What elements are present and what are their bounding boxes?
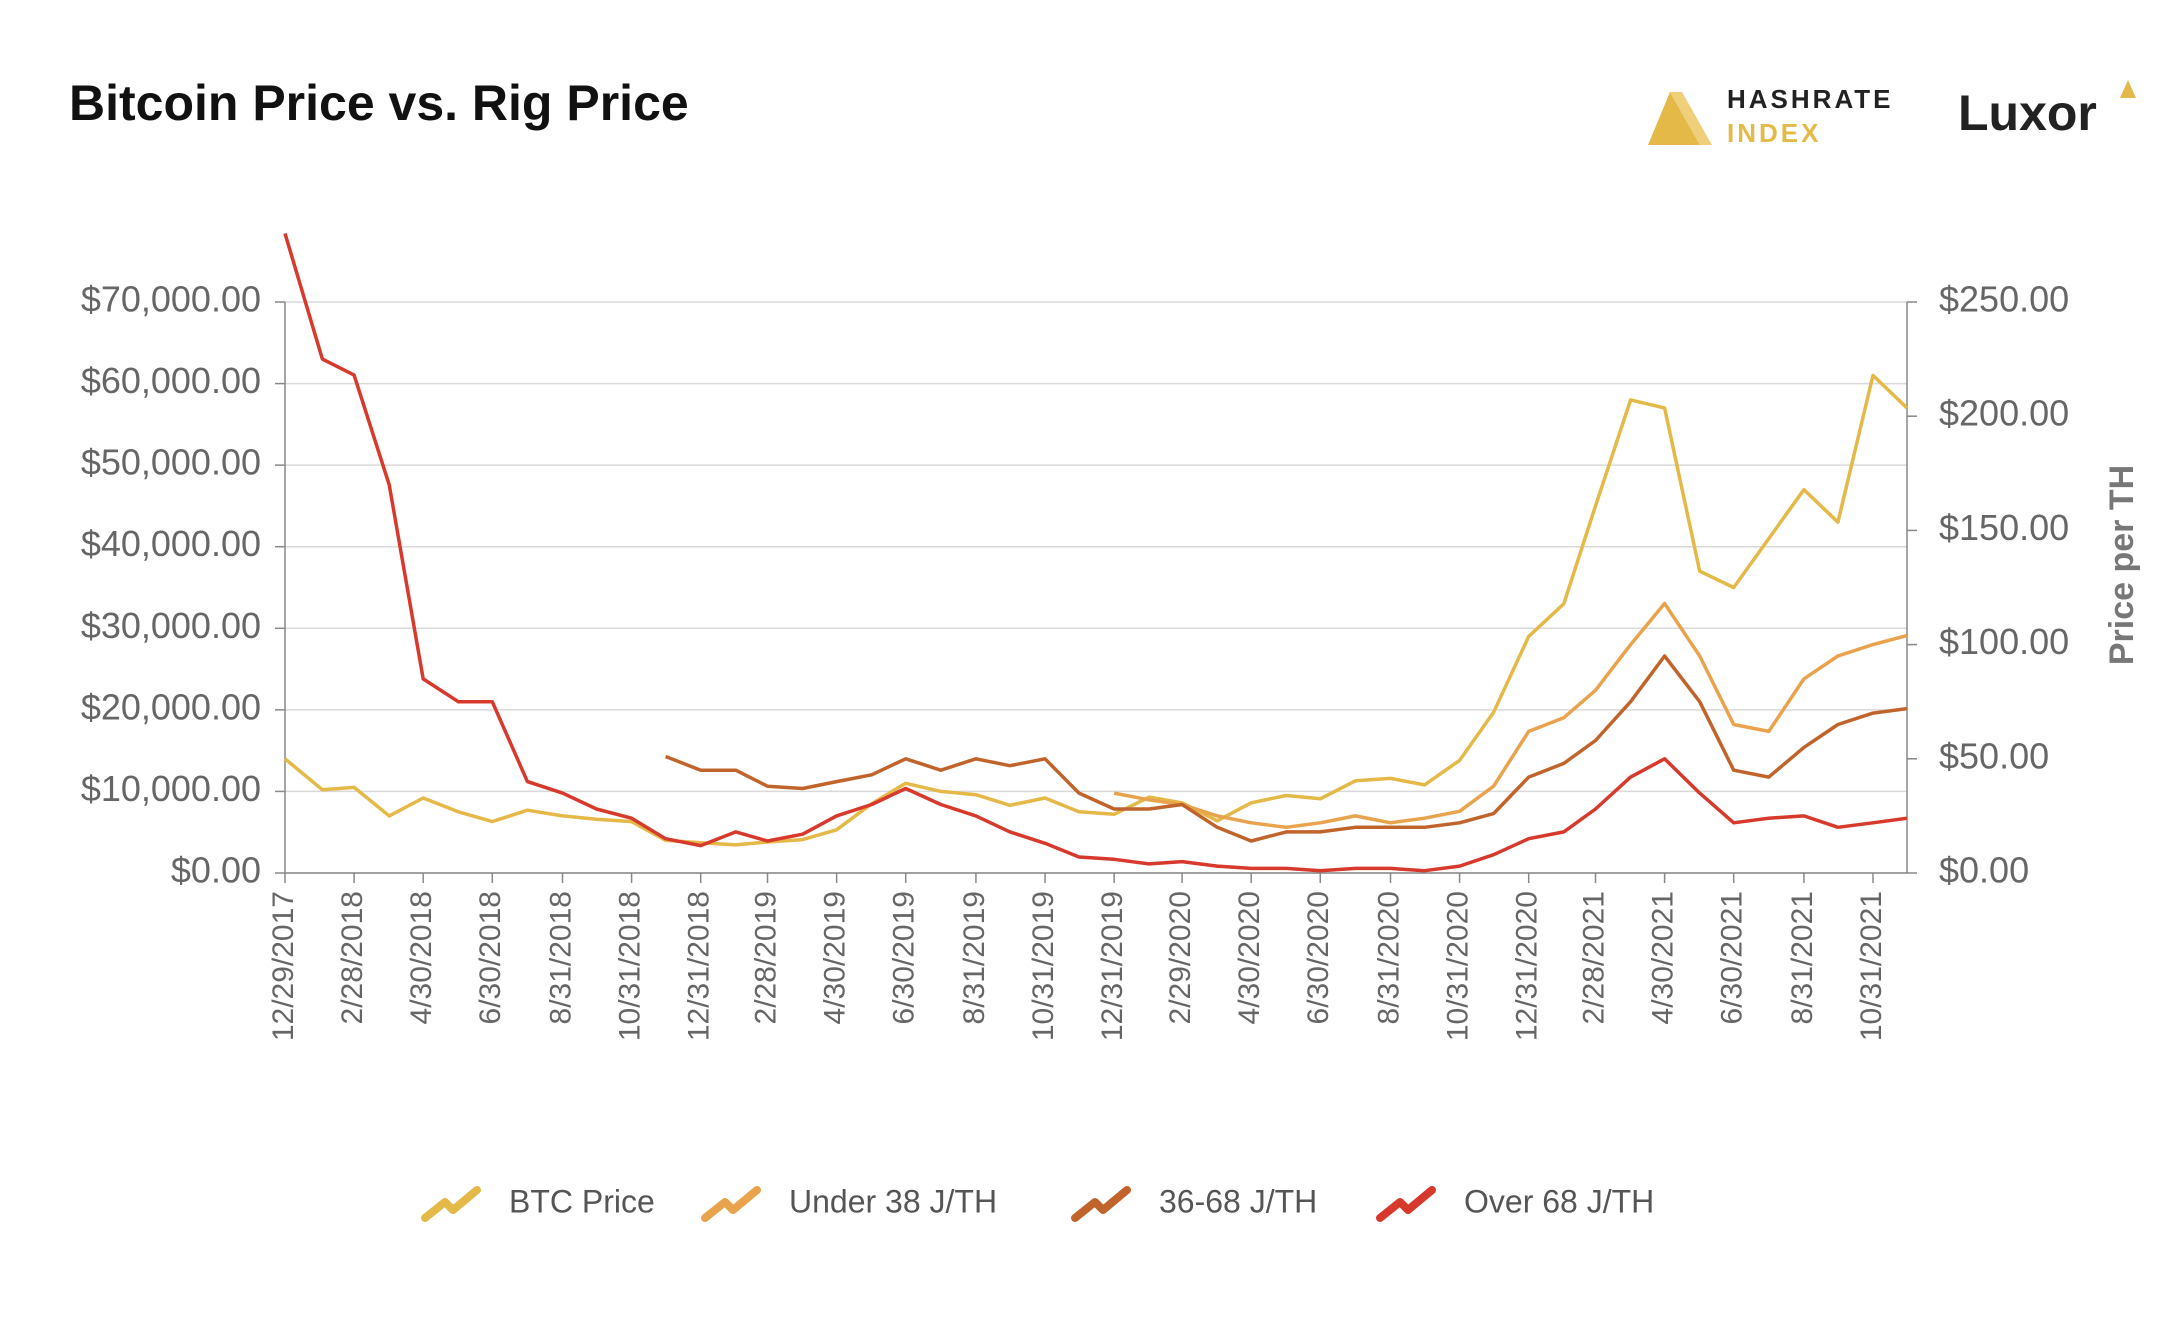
legend-label: 36-68 J/TH — [1159, 1183, 1317, 1219]
chart-title: Bitcoin Price vs. Rig Price — [69, 75, 689, 131]
x-tick-label: 6/30/2018 — [474, 891, 507, 1024]
x-tick-label: 6/30/2019 — [888, 891, 921, 1024]
x-tick-label: 4/30/2019 — [819, 891, 852, 1024]
x-tick-label: 8/31/2018 — [544, 891, 577, 1024]
series-line — [664, 654, 1908, 843]
x-tick-label: 12/31/2020 — [1511, 891, 1544, 1041]
x-tick-label: 6/30/2021 — [1716, 891, 1749, 1024]
y2-tick-label: $0.00 — [1939, 850, 2029, 891]
x-tick-label: 2/28/2018 — [336, 891, 369, 1024]
y2-tick-label: $50.00 — [1939, 735, 2049, 776]
y2-tick-label: $200.00 — [1939, 393, 2069, 434]
x-tick-label: 10/31/2018 — [614, 891, 647, 1041]
legend-item: BTC Price — [421, 1183, 655, 1222]
y-tick-label: $40,000.00 — [81, 523, 261, 564]
legend-swatch — [421, 1186, 481, 1222]
series-line — [1113, 601, 1908, 830]
x-tick-label: 10/31/2020 — [1442, 891, 1475, 1041]
x-tick-label: 12/31/2019 — [1096, 891, 1129, 1041]
y-tick-label: $50,000.00 — [81, 442, 261, 483]
logo-text: Luxor — [1958, 85, 2097, 141]
legend-swatch — [1376, 1186, 1436, 1222]
y-tick-label: $0.00 — [171, 850, 261, 891]
x-tick-label: 12/31/2018 — [683, 891, 716, 1041]
luxor-logo: Luxor — [1958, 80, 2136, 141]
x-tick-label: 4/30/2018 — [405, 891, 438, 1024]
x-tick-label: 2/28/2019 — [749, 891, 782, 1024]
hashrate-logo: HASHRATE INDEX — [1648, 84, 1894, 148]
legend-item: Over 68 J/TH — [1376, 1183, 1654, 1222]
x-tick-label: 12/29/2017 — [267, 891, 300, 1041]
legend-swatch — [701, 1186, 761, 1222]
y-tick-label: $60,000.00 — [81, 360, 261, 401]
x-tick-label: 6/30/2020 — [1302, 891, 1335, 1024]
x-tick-label: 8/31/2019 — [958, 891, 991, 1024]
x-tick-label: 2/28/2021 — [1577, 891, 1610, 1024]
x-tick-label: 8/31/2020 — [1372, 891, 1405, 1024]
x-tick-label: 4/30/2021 — [1647, 891, 1680, 1024]
y-tick-label: $20,000.00 — [81, 686, 261, 727]
series-line — [283, 233, 1908, 873]
x-tick-label: 8/31/2021 — [1786, 891, 1819, 1024]
y2-tick-label: $250.00 — [1939, 279, 2069, 320]
logo-text: HASHRATE — [1727, 84, 1894, 114]
x-tick-label: 10/31/2021 — [1855, 891, 1888, 1041]
legend-label: Over 68 J/TH — [1464, 1183, 1654, 1219]
legend-item: 36-68 J/TH — [1071, 1183, 1317, 1222]
series-line — [283, 373, 1909, 847]
logo-icon — [2120, 80, 2136, 98]
legend-label: Under 38 J/TH — [789, 1183, 997, 1219]
y-tick-label: $10,000.00 — [81, 768, 261, 809]
logo-text: INDEX — [1727, 118, 1821, 148]
legend-label: BTC Price — [509, 1183, 655, 1219]
x-tick-label: 10/31/2019 — [1027, 891, 1060, 1041]
legend-item: Under 38 J/TH — [701, 1183, 997, 1222]
y2-tick-label: $100.00 — [1939, 621, 2069, 662]
y2-tick-label: $150.00 — [1939, 507, 2069, 548]
logo-icon — [1670, 92, 1712, 145]
x-tick-label: 2/29/2020 — [1164, 891, 1197, 1024]
legend-swatch — [1071, 1186, 1131, 1222]
y2-axis-label: Price per TH — [2103, 465, 2141, 665]
y-tick-label: $70,000.00 — [81, 279, 261, 320]
y-tick-label: $30,000.00 — [81, 605, 261, 646]
logo-icon — [1648, 92, 1700, 145]
x-tick-label: 4/30/2020 — [1233, 891, 1266, 1024]
